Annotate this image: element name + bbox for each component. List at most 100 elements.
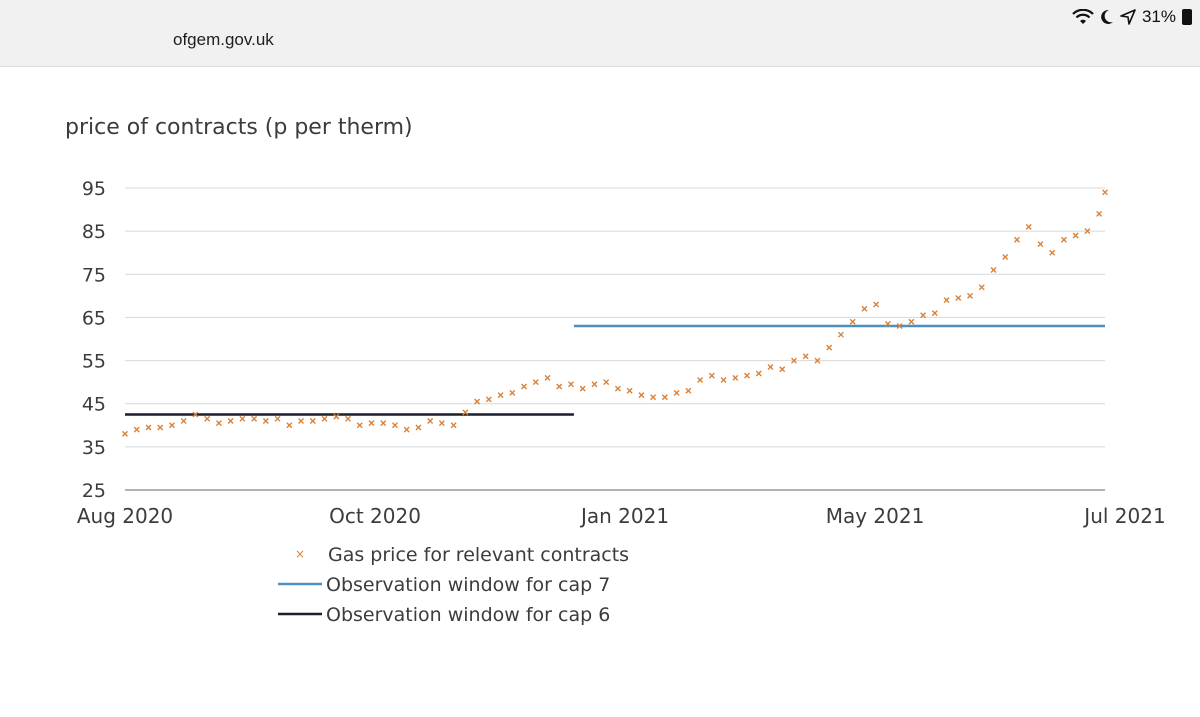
- legend-label: Observation window for cap 6: [326, 604, 610, 626]
- data-point: [1102, 189, 1108, 196]
- data-point: [521, 383, 528, 390]
- data-point: [274, 415, 281, 422]
- browser-address-bar: ofgem.gov.uk 31%: [0, 0, 1200, 67]
- data-point: [1049, 249, 1056, 256]
- data-point: [614, 385, 621, 392]
- status-bar: 31%: [1072, 7, 1192, 27]
- y-tick-label: 85: [82, 221, 106, 243]
- data-point: [485, 396, 492, 403]
- location-arrow-icon: [1120, 9, 1136, 25]
- data-point: [1096, 210, 1103, 217]
- x-tick-label: Jul 2021: [1082, 504, 1165, 528]
- data-point: [591, 381, 598, 388]
- data-point: [368, 420, 375, 427]
- data-point: [1060, 236, 1067, 243]
- data-point: [133, 426, 140, 433]
- data-point: [450, 422, 457, 429]
- x-tick-labels: Aug 2020 Oct 2020 Jan 2021 May 2021 Jul 2021: [77, 504, 1166, 528]
- data-point: [896, 323, 903, 330]
- y-tick-label: 25: [82, 480, 106, 502]
- data-point: [661, 394, 668, 401]
- data-point: [532, 379, 539, 386]
- data-point: [967, 292, 974, 299]
- x-tick-label: May 2021: [826, 504, 925, 528]
- data-point: [1084, 228, 1091, 235]
- data-point: [943, 297, 950, 304]
- data-point: [180, 417, 187, 424]
- gas-price-points: [122, 189, 1108, 437]
- data-point: [1013, 236, 1020, 243]
- data-point: [837, 331, 844, 338]
- data-point: [1072, 232, 1079, 239]
- data-point: [873, 301, 880, 308]
- data-point: [391, 422, 398, 429]
- data-point: [884, 320, 891, 327]
- y-tick-label: 35: [82, 437, 106, 459]
- data-point: [744, 372, 751, 379]
- data-point: [861, 305, 868, 312]
- data-point: [720, 376, 727, 383]
- legend-label: Observation window for cap 7: [326, 574, 610, 596]
- data-point: [638, 392, 645, 399]
- observation-window-lines: [125, 324, 1105, 416]
- data-point: [192, 411, 199, 418]
- data-point: [626, 387, 633, 394]
- data-point: [227, 417, 234, 424]
- data-point: [403, 426, 410, 433]
- y-tick-labels: 95 85 75 65 55 45 35 25: [82, 178, 106, 502]
- data-point: [251, 415, 258, 422]
- data-point: [767, 364, 774, 371]
- data-point: [908, 318, 915, 325]
- data-point: [567, 381, 574, 388]
- data-point: [920, 312, 927, 319]
- data-point: [333, 413, 340, 420]
- data-point: [497, 392, 504, 399]
- y-tick-label: 75: [82, 264, 106, 286]
- data-point: [544, 374, 551, 381]
- x-tick-label: Aug 2020: [77, 504, 173, 528]
- data-point: [802, 353, 809, 360]
- data-point: [239, 415, 246, 422]
- data-point: [826, 344, 833, 351]
- data-point: [708, 372, 715, 379]
- y-tick-label: 45: [82, 394, 106, 416]
- y-axis-label: price of contracts (p per therm): [65, 115, 413, 140]
- data-point: [380, 420, 387, 427]
- gas-price-chart: price of contracts (p per therm) 95 85 75 6…: [65, 115, 1166, 626]
- legend-label: Gas price for relevant contracts: [328, 544, 629, 566]
- data-point: [978, 284, 985, 291]
- data-point: [955, 295, 962, 302]
- data-point: [262, 417, 269, 424]
- moon-icon: [1101, 9, 1113, 24]
- x-tick-label: Jan 2021: [579, 504, 669, 528]
- data-point: [474, 398, 481, 405]
- data-point: [462, 409, 469, 416]
- data-point: [732, 374, 739, 381]
- url-text[interactable]: ofgem.gov.uk: [173, 30, 274, 49]
- data-point: [697, 376, 704, 383]
- data-point: [309, 417, 316, 424]
- battery-icon: [1182, 9, 1192, 25]
- data-point: [849, 318, 856, 325]
- chart-legend: × Gas price for relevant contracts Observa…: [278, 544, 629, 626]
- data-point: [1037, 241, 1044, 248]
- data-point: [579, 385, 586, 392]
- data-point: [603, 379, 610, 386]
- y-tick-label: 65: [82, 307, 106, 329]
- data-point: [790, 357, 797, 364]
- data-point: [286, 422, 293, 429]
- data-point: [990, 266, 997, 273]
- data-point: [1002, 254, 1009, 261]
- data-point: [779, 366, 786, 373]
- grid-lines: [125, 187, 1105, 491]
- data-point: [122, 430, 128, 437]
- y-tick-label: 55: [82, 351, 106, 373]
- data-point: [321, 415, 328, 422]
- x-tick-label: Oct 2020: [329, 504, 421, 528]
- data-point: [1025, 223, 1032, 230]
- data-point: [685, 387, 692, 394]
- data-point: [157, 424, 164, 431]
- data-point: [427, 417, 434, 424]
- data-point: [415, 424, 422, 431]
- data-point: [931, 310, 938, 317]
